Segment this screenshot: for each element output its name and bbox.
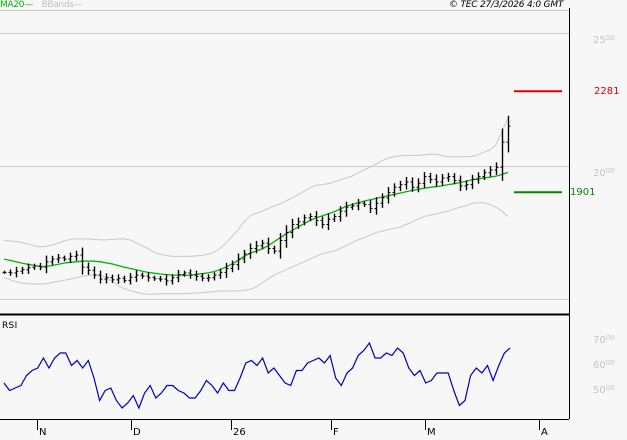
bollinger-upper-band — [3, 117, 509, 257]
price-bars — [2, 115, 511, 286]
price-tick-2500: 2500 — [593, 34, 615, 46]
rsi-tick-60: 6000 — [593, 359, 615, 371]
rsi-line — [3, 341, 511, 410]
rsi-tick-50: 5000 — [593, 384, 615, 396]
support-level-label: 1901 — [570, 187, 596, 198]
x-axis-ticks — [37, 420, 540, 430]
price-grid — [0, 10, 569, 300]
x-label-2026: 26 — [233, 427, 246, 438]
bollinger-lower-band — [3, 202, 509, 295]
legend-bbands: BBands— — [41, 0, 83, 10]
legend: MA20— BBands— — [0, 0, 83, 11]
price-tick-2000: 2000 — [593, 167, 615, 179]
legend-ma20: MA20— — [0, 0, 33, 10]
copyright-timestamp: © TEC 27/3/2026 4:0 GMT — [449, 0, 564, 10]
rsi-tick-70: 7000 — [593, 334, 615, 346]
resistance-level-label: 2281 — [594, 86, 620, 97]
x-label-nov: N — [39, 427, 47, 438]
x-label-feb: F — [333, 427, 339, 438]
ma20-line — [3, 171, 509, 276]
x-label-mar: M — [427, 427, 436, 438]
x-label-apr: A — [541, 427, 548, 438]
x-label-dec: D — [133, 427, 141, 438]
rsi-panel-title: RSI — [2, 321, 18, 331]
